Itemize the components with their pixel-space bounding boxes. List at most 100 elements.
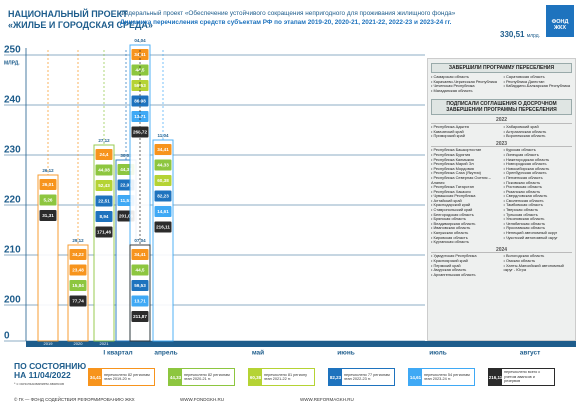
y-tick-label: 200 <box>4 295 21 306</box>
legend-value: 82,23 <box>329 368 342 386</box>
segment-box <box>131 80 149 91</box>
column-date: 04,04 <box>134 38 146 43</box>
region: Красноярский край <box>431 258 500 264</box>
segment-label: 216,11 <box>156 224 170 229</box>
segment-label: 82,23 <box>157 193 169 198</box>
legend-text: перечислено 82 регионам этап 2020-21 гг. <box>184 372 230 381</box>
segment-box <box>95 149 113 160</box>
legend-value: 216,11 <box>489 368 502 386</box>
segment-box <box>39 179 57 190</box>
segment-box <box>69 280 87 291</box>
segment-box <box>154 175 172 186</box>
region-list: Удмуртская РеспубликаКрасноярский крайПе… <box>431 254 572 277</box>
header-text: Федеральный проект «Обеспечение устойчив… <box>120 9 500 27</box>
segment-label: 31,31 <box>42 213 54 218</box>
region: Магаданская область <box>431 88 500 94</box>
note: * с использованием авансов <box>14 382 65 386</box>
legend-value: 44,33 <box>169 368 182 386</box>
segment-box <box>154 221 172 233</box>
region: Нижегородская область <box>504 157 573 163</box>
legend-item: 82,23 перечислено 77 регионам этап 2022-2… <box>328 368 395 386</box>
segment-label: 44,33 <box>157 162 169 167</box>
region: Ставропольский край <box>431 207 500 213</box>
segment-label: 14,61 <box>157 209 169 214</box>
region: Удмуртская Республика <box>431 254 500 259</box>
region: Пермский край <box>431 263 500 269</box>
regions-panel: ЗАВЕРШИЛИ ПРОГРАММУ ПЕРЕСЕЛЕНИЯ Самарска… <box>427 58 576 341</box>
segment-label: 59,53 <box>134 283 146 288</box>
segment-label: 15,84 <box>72 283 84 288</box>
region: Чукотский автономный округ <box>504 235 573 241</box>
signed-groups: 2022Республика АдыгеяКамчатский крайПрим… <box>431 118 572 277</box>
region: Республика Дагестан <box>504 79 573 85</box>
segment-box <box>131 95 149 107</box>
region: Липецкая область <box>504 152 573 158</box>
region: Ханты-Мансийский автономный округ - Югра <box>504 263 573 273</box>
segment-label: 59,53 <box>134 83 146 88</box>
subtitle: Динамика перечисления средств субъектам … <box>120 19 452 26</box>
total-value: 330,51 <box>500 30 525 39</box>
month-label: июнь <box>337 350 354 357</box>
region: Калужская область <box>431 230 500 236</box>
region: Воронежская область <box>504 134 573 139</box>
month-label: август <box>520 350 541 357</box>
segment-label: 13,71 <box>134 114 146 119</box>
segment-label: 13,71 <box>134 298 146 303</box>
y-tick-label: 230 <box>4 145 21 156</box>
segment-label: 44,5 <box>136 267 145 272</box>
region: Республика Саха (Якутия) <box>431 171 500 176</box>
region: Новосибирская область <box>504 166 573 172</box>
region: Республика Хакасия <box>431 189 500 195</box>
region: Амурская область <box>431 268 500 273</box>
region: Ярославская область <box>504 226 573 231</box>
region: Алтайский край <box>431 198 500 204</box>
legend-text: перечислено всего с учетом авансов и рез… <box>504 370 541 384</box>
segment-label: 34,41 <box>134 252 146 257</box>
region: Ивановская область <box>431 226 500 231</box>
segment-box <box>95 180 113 191</box>
segment-label: 11,51 <box>120 198 132 203</box>
column-date: 07,04 <box>134 238 146 243</box>
legend-value: 14,61 <box>409 368 422 386</box>
region-list: Республика АдыгеяКамчатский крайПриморск… <box>431 124 573 139</box>
column-date: 26,12 <box>42 168 54 173</box>
segment-label: 26,01 <box>42 182 54 187</box>
segment-label: 23,48 <box>72 267 84 272</box>
column-date: 11,04 <box>157 133 169 138</box>
segment-box <box>131 264 149 276</box>
group-year: 2024 <box>431 247 572 254</box>
region: Рязанская область <box>504 189 573 195</box>
year-label: 2020 <box>74 341 84 346</box>
segment-label: 44,5 <box>136 67 145 72</box>
legend-item: 14,61 перечислено 54 регионам этап 2023-2… <box>408 368 475 386</box>
legend-item: 216,11 перечислено всего с учетом авансов… <box>488 368 555 386</box>
region: Курганская область <box>431 240 500 245</box>
legend-text: перечислено 54 регионам этап 2023-24 гг. <box>424 372 470 381</box>
segment-box <box>154 159 172 171</box>
segment-box <box>131 311 149 322</box>
site-link[interactable]: WWW.FONDGKH.RU <box>180 397 224 402</box>
y-axis-label: МЛРД. <box>4 60 20 66</box>
year-label: 2019 <box>44 341 54 346</box>
region: Ростовская область <box>504 184 573 190</box>
region: Республика Татарстан <box>431 184 500 190</box>
site-link[interactable]: WWW.REFORMAGKH.RU <box>300 397 354 402</box>
region: Ульяновская область <box>504 217 573 222</box>
y-tick-label: 240 <box>4 95 21 106</box>
region: Тульская область <box>504 212 573 218</box>
column-date: 27,12 <box>98 138 110 143</box>
segment-label: 52,43 <box>98 183 110 188</box>
region: Приморский край <box>431 134 500 139</box>
region-list: Республика БашкортостанРеспублика Буряти… <box>431 148 572 244</box>
region: Камчатский край <box>431 129 500 135</box>
region: Псковская область <box>504 180 573 186</box>
segment-box <box>131 111 149 122</box>
legend-text: перечислено 82 регионам этап 2019-20 гг. <box>104 372 150 381</box>
region: Свердловская область <box>504 194 573 199</box>
project: НАЦИОНАЛЬНЫЙ ПРОЕКТ <box>8 9 128 19</box>
segment-box <box>39 210 57 221</box>
segment-label: 5,26 <box>44 197 53 202</box>
segment-label: 211,87 <box>133 314 147 319</box>
column-date: 29,12 <box>72 238 84 243</box>
